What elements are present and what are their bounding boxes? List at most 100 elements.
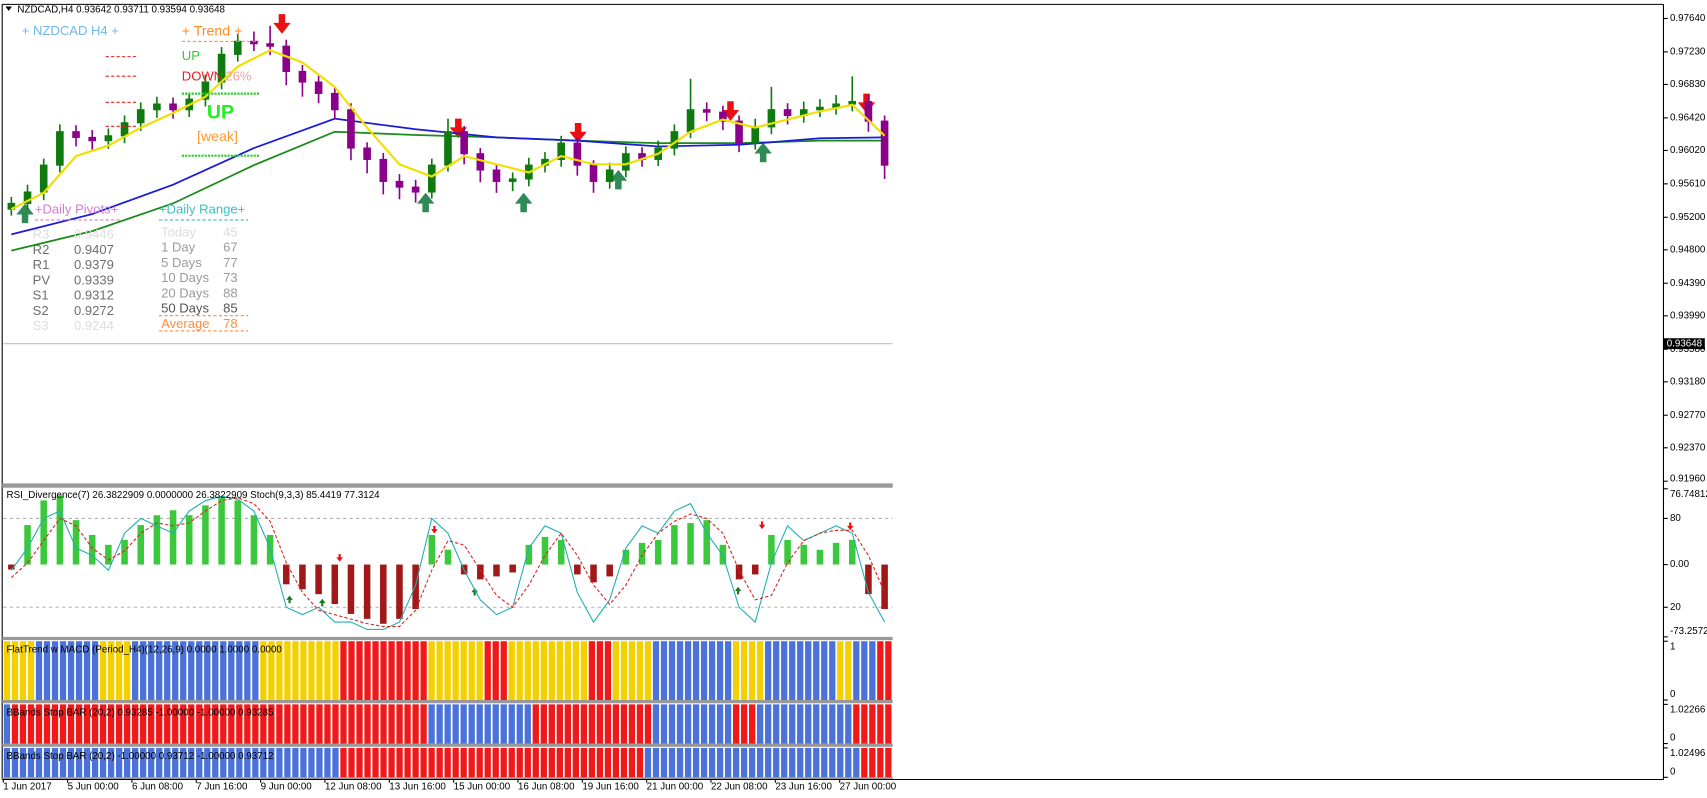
state-bar — [236, 641, 243, 701]
stochastic-line — [10, 497, 886, 628]
candle-body — [56, 131, 64, 166]
y-tick-label: 0.91960 — [1670, 474, 1706, 485]
histogram-bar — [347, 564, 355, 614]
state-bar — [59, 641, 67, 701]
y-tick-label: 0.94390 — [1670, 278, 1706, 289]
state-bar — [372, 747, 379, 778]
state-bar — [692, 704, 700, 744]
histogram-bar — [768, 534, 775, 565]
state-bar — [364, 704, 371, 744]
state-bar — [284, 641, 291, 701]
state-bar — [164, 704, 171, 744]
histogram-bar — [40, 500, 47, 565]
y-tick-label: 0.97640 — [1670, 13, 1706, 24]
candle-body — [314, 81, 323, 94]
buy-arrow — [416, 192, 435, 213]
buy-arrow — [609, 169, 628, 190]
state-bar — [364, 747, 371, 778]
state-bar — [388, 747, 395, 778]
candle-body — [767, 109, 776, 128]
state-bar — [556, 641, 563, 701]
state-bar — [492, 641, 499, 701]
state-bar — [668, 704, 676, 744]
histogram-bar — [703, 520, 710, 565]
pivot-value: 0.9446 — [74, 227, 114, 242]
state-bar — [292, 704, 299, 744]
y-tick-label: 0.95610 — [1670, 178, 1706, 189]
range-label: Average — [161, 316, 209, 331]
state-bar — [372, 704, 379, 744]
range-value: 88 — [223, 285, 238, 300]
state-bar — [676, 747, 684, 778]
state-bar — [524, 704, 531, 744]
pivot-label: R2 — [33, 242, 50, 257]
y-tick-label: 0.95200 — [1670, 212, 1706, 223]
y-tick-label: 0.94800 — [1670, 244, 1706, 255]
state-bar — [861, 641, 868, 701]
y-tick-label: 0 — [1670, 689, 1676, 700]
state-bar — [484, 704, 491, 744]
state-bar — [861, 747, 868, 778]
state-bar — [700, 747, 708, 778]
time-label: 5 Jun 00:00 — [68, 782, 120, 793]
state-bar — [212, 641, 219, 701]
state-bar — [35, 641, 43, 701]
state-bar — [716, 704, 724, 744]
histogram-bar — [590, 564, 597, 583]
histogram-bar — [121, 539, 128, 565]
state-bar — [380, 641, 387, 701]
state-bar — [837, 704, 844, 744]
histogram-bar — [525, 544, 533, 565]
y-tick-label: -73.25723 — [1670, 626, 1707, 637]
menu-triangle[interactable] — [5, 6, 12, 11]
y-tick-label: 1.02266 — [1670, 704, 1706, 715]
state-bar — [188, 747, 195, 778]
state-bar — [564, 747, 571, 778]
state-bar — [708, 641, 716, 701]
state-bar — [35, 704, 43, 744]
state-bar — [11, 704, 19, 744]
panel-separator — [2, 743, 893, 747]
state-bar — [564, 641, 571, 701]
histogram-bar — [56, 495, 64, 565]
state-bar — [300, 704, 307, 744]
state-bar — [540, 704, 547, 744]
state-bar — [428, 641, 435, 701]
state-bar — [476, 704, 483, 744]
state-bar — [588, 641, 596, 701]
state-bar — [59, 704, 67, 744]
state-bar — [27, 747, 35, 778]
trend-percent: 26% — [225, 69, 252, 84]
state-bar — [749, 641, 756, 701]
state-bar — [252, 641, 259, 701]
state-bar — [604, 704, 612, 744]
state-bar — [308, 704, 315, 744]
state-bar — [612, 747, 620, 778]
state-bar — [51, 641, 59, 701]
state-bar — [156, 747, 163, 778]
state-bar — [556, 704, 563, 744]
state-bar — [348, 641, 355, 701]
state-bar — [524, 641, 531, 701]
state-bar — [388, 641, 395, 701]
state-bar — [444, 747, 451, 778]
state-bar — [268, 704, 275, 744]
histogram-bar — [606, 564, 613, 577]
state-bar — [180, 641, 187, 701]
state-bar — [853, 704, 860, 744]
state-bar — [700, 704, 708, 744]
state-bar — [252, 704, 259, 744]
state-bar — [708, 704, 716, 744]
histogram-bar — [638, 542, 646, 565]
y-tick-label: 0.92770 — [1670, 410, 1706, 421]
trend-down: DOWN — [182, 69, 223, 84]
candle-body — [444, 131, 452, 166]
trend-up: UP — [182, 48, 200, 63]
state-bar — [508, 747, 515, 778]
rsi-buy-arrow — [471, 587, 478, 596]
state-bar — [596, 641, 604, 701]
state-bar — [444, 704, 451, 744]
state-bar — [588, 704, 596, 744]
rsi-sell-arrow — [431, 525, 438, 534]
histogram-bar — [800, 544, 808, 565]
